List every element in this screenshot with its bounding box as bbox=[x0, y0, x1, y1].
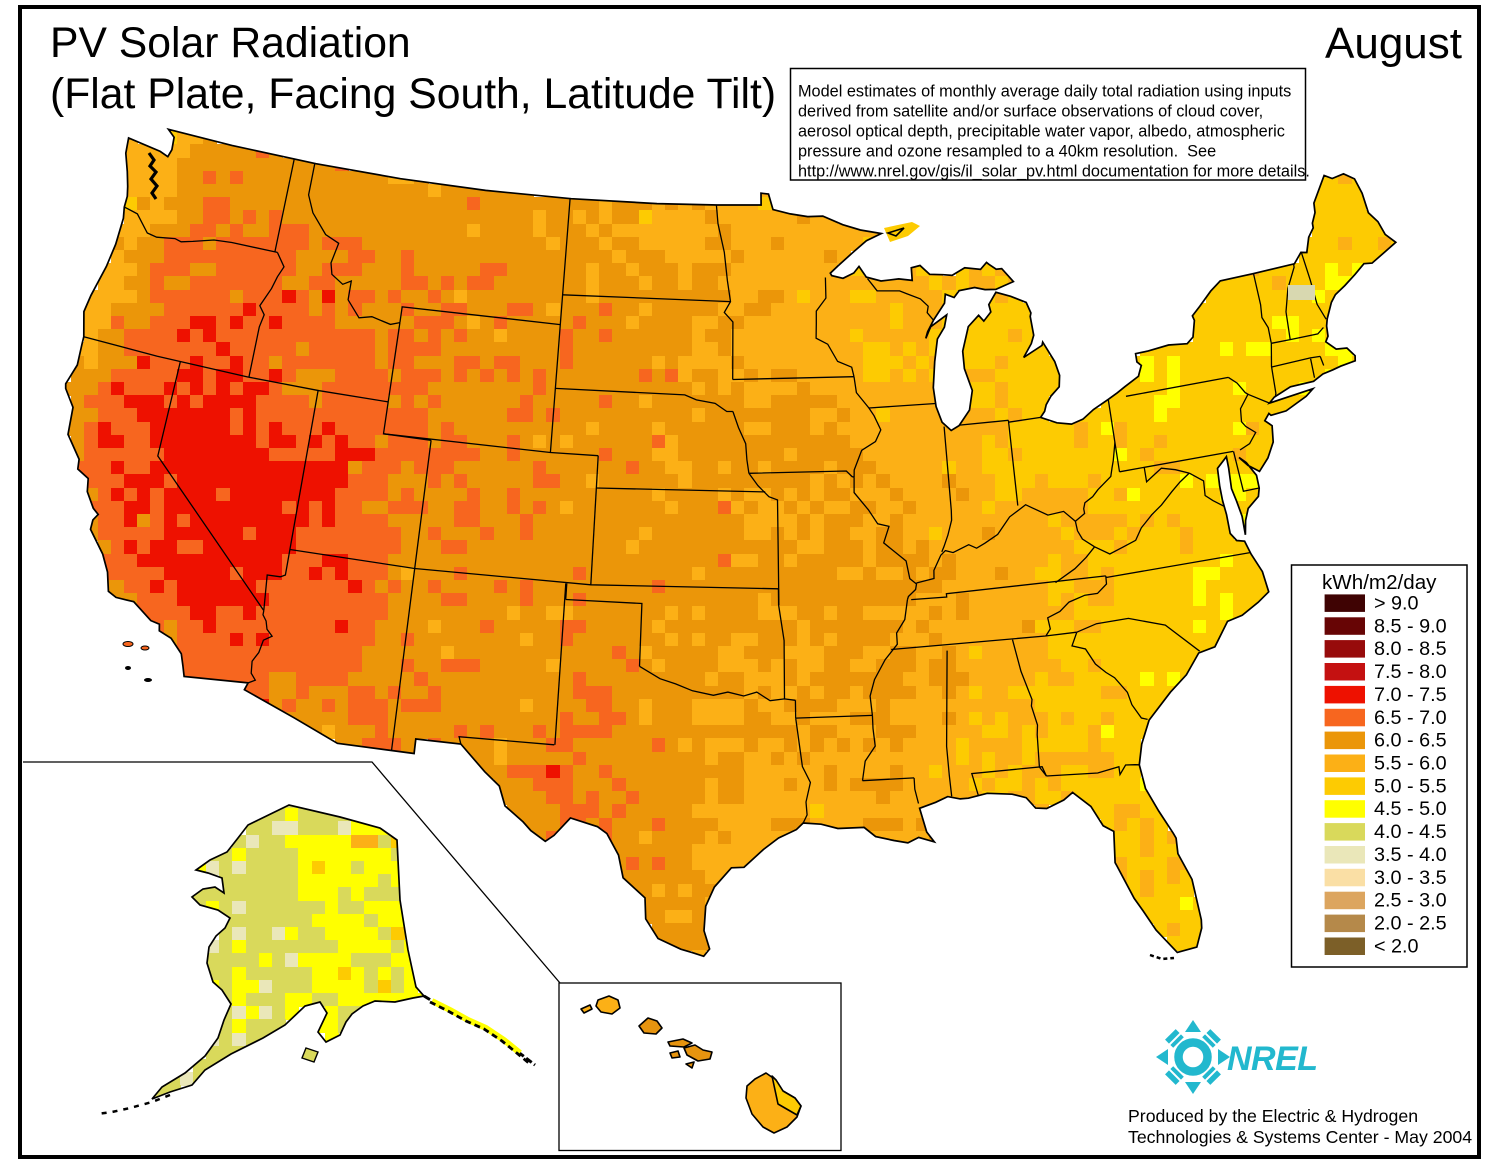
svg-text:Technologies & Systems Center: Technologies & Systems Center - May 2004 bbox=[1128, 1127, 1472, 1147]
svg-text:Model estimates of monthly ave: Model estimates of monthly average daily… bbox=[798, 83, 1291, 101]
svg-text:6.5 - 7.0: 6.5 - 7.0 bbox=[1374, 707, 1447, 729]
svg-text:2.0 - 2.5: 2.0 - 2.5 bbox=[1374, 913, 1447, 935]
svg-text:> 9.0: > 9.0 bbox=[1374, 592, 1419, 614]
svg-text:3.0 - 3.5: 3.0 - 3.5 bbox=[1374, 867, 1447, 889]
svg-text:pressure and ozone resampled t: pressure and ozone resampled to a 40km r… bbox=[798, 143, 1216, 161]
svg-text:NREL: NREL bbox=[1227, 1040, 1318, 1078]
svg-text:8.0 - 8.5: 8.0 - 8.5 bbox=[1374, 638, 1447, 660]
svg-text:Produced by the Electric & Hyd: Produced by the Electric & Hydrogen bbox=[1128, 1106, 1418, 1126]
svg-text:6.0 - 6.5: 6.0 - 6.5 bbox=[1374, 730, 1447, 752]
svg-text:5.5 - 6.0: 5.5 - 6.0 bbox=[1374, 753, 1447, 775]
svg-text:4.0 - 4.5: 4.0 - 4.5 bbox=[1374, 821, 1447, 843]
svg-text:2.5 - 3.0: 2.5 - 3.0 bbox=[1374, 890, 1447, 912]
svg-text:http://www.nrel.gov/gis/il_sol: http://www.nrel.gov/gis/il_solar_pv.html… bbox=[798, 163, 1310, 181]
svg-text:aerosol optical depth, precipi: aerosol optical depth, precipitable wate… bbox=[798, 123, 1285, 141]
svg-text:derived from satellite and/or: derived from satellite and/or surface ob… bbox=[798, 103, 1263, 121]
svg-text:August: August bbox=[1325, 19, 1462, 68]
svg-text:kWh/m2/day: kWh/m2/day bbox=[1322, 571, 1437, 594]
svg-text:(Flat Plate, Facing South, Lat: (Flat Plate, Facing South, Latitude Tilt… bbox=[50, 70, 776, 118]
svg-text:3.5 - 4.0: 3.5 - 4.0 bbox=[1374, 844, 1447, 866]
svg-text:5.0 - 5.5: 5.0 - 5.5 bbox=[1374, 775, 1447, 797]
svg-text:7.0 - 7.5: 7.0 - 7.5 bbox=[1374, 684, 1447, 706]
svg-text:PV Solar Radiation: PV Solar Radiation bbox=[50, 19, 411, 67]
svg-text:8.5 - 9.0: 8.5 - 9.0 bbox=[1374, 615, 1447, 637]
svg-text:4.5 - 5.0: 4.5 - 5.0 bbox=[1374, 798, 1447, 820]
svg-text:< 2.0: < 2.0 bbox=[1374, 936, 1419, 958]
svg-text:7.5 - 8.0: 7.5 - 8.0 bbox=[1374, 661, 1447, 683]
